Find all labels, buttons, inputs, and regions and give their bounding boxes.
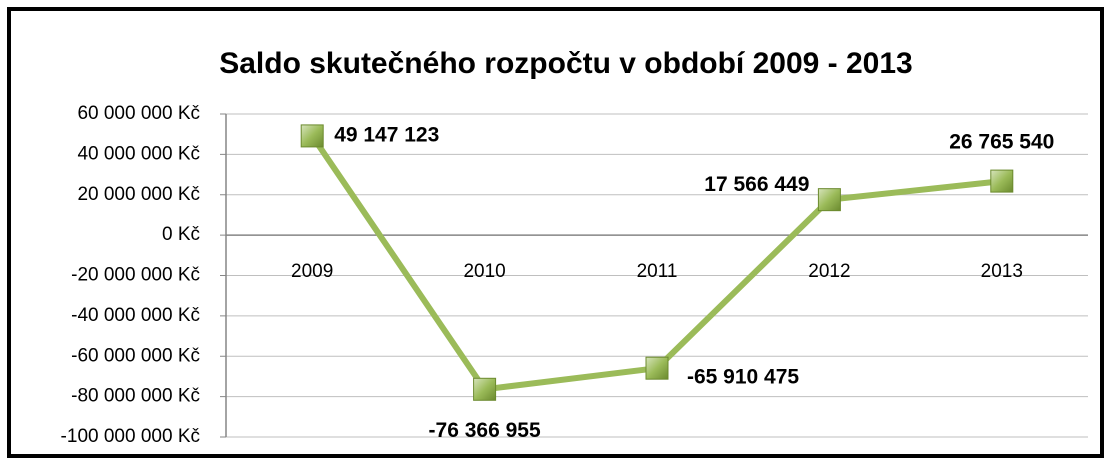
y-tick-label: 0 Kč	[162, 224, 200, 245]
marker	[817, 188, 841, 212]
marker	[645, 356, 669, 380]
y-tick-label: 40 000 000 Kč	[77, 143, 200, 164]
y-tick-label: -40 000 000 Kč	[71, 305, 200, 326]
marker	[300, 124, 324, 148]
y-tick-label: 60 000 000 Kč	[77, 103, 200, 124]
x-tick-label: 2012	[808, 261, 850, 282]
data-label: 26 765 540	[949, 131, 1054, 154]
y-tick-label: -80 000 000 Kč	[71, 386, 200, 407]
y-tick-label: -60 000 000 Kč	[71, 345, 200, 366]
x-tick-label: 2013	[981, 261, 1023, 282]
x-tick-label: 2009	[291, 261, 333, 282]
x-tick-label: 2010	[463, 261, 505, 282]
data-label: 49 147 123	[334, 123, 439, 146]
data-label: -76 366 955	[429, 419, 541, 442]
y-tick-label: -20 000 000 Kč	[71, 265, 200, 286]
y-tick-label: -100 000 000 Kč	[61, 426, 200, 447]
y-tick-label: 20 000 000 Kč	[77, 184, 200, 205]
marker	[473, 377, 497, 401]
data-label: 17 566 449	[704, 173, 809, 196]
x-tick-label: 2011	[637, 261, 678, 282]
chart-title: Saldo skutečného rozpočtu v období 2009 …	[219, 47, 913, 80]
marker	[990, 169, 1014, 193]
data-label: -65 910 475	[687, 366, 799, 389]
